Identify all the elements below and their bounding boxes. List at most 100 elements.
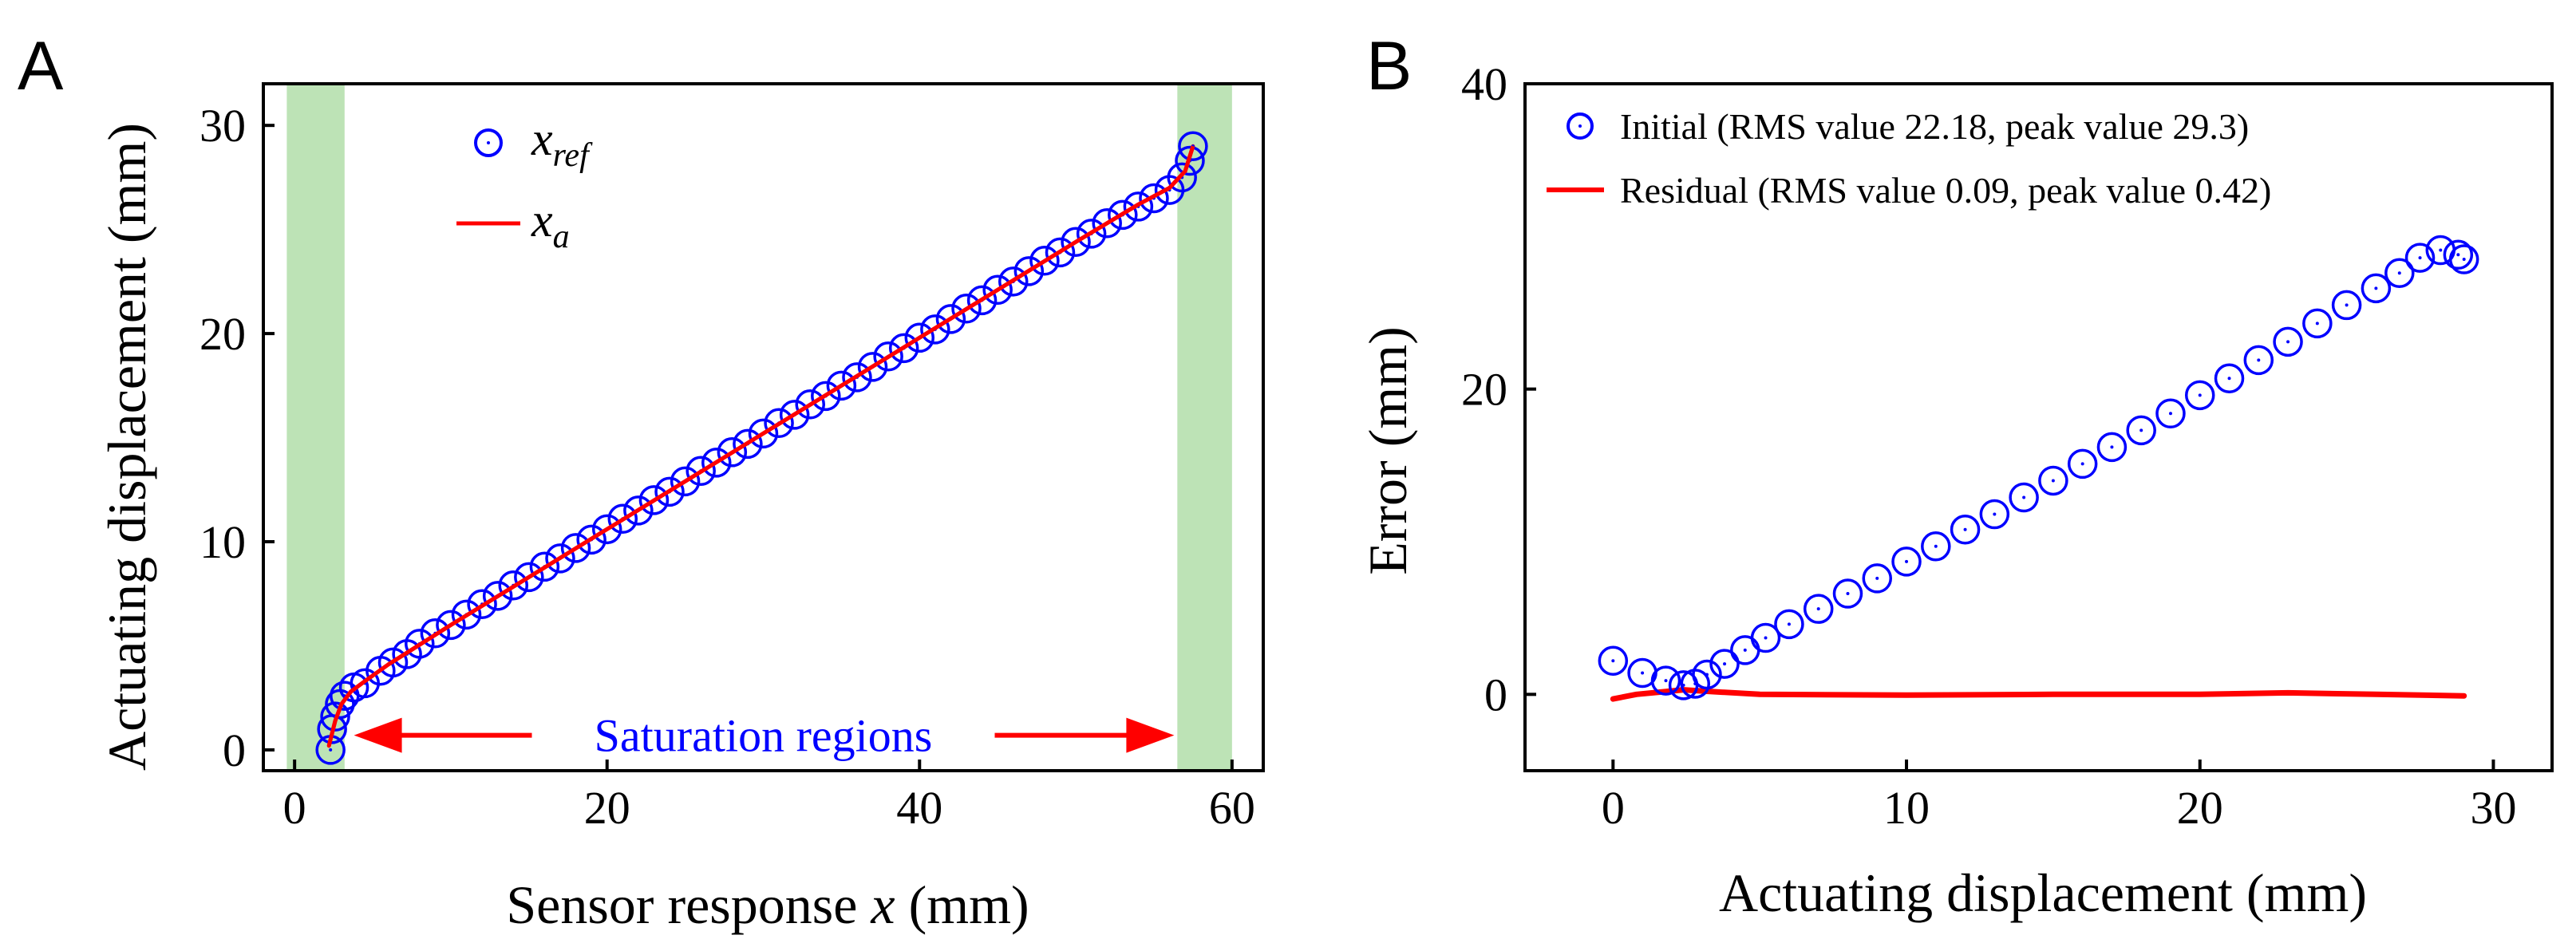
data-point-center	[1705, 673, 1709, 677]
data-point-center	[2345, 303, 2349, 307]
x-tick-label: 20	[2177, 782, 2223, 834]
data-point	[1123, 191, 1154, 222]
data-point	[498, 570, 528, 601]
data-point-center	[2227, 377, 2231, 381]
data-point	[1921, 531, 1951, 562]
saturation-region	[1177, 85, 1232, 769]
data-point	[2155, 398, 2186, 429]
data-point-center	[329, 748, 333, 752]
data-point	[2384, 258, 2415, 289]
data-point	[2302, 308, 2333, 339]
data-point-center	[1664, 679, 1668, 683]
data-point-center	[2110, 445, 2114, 449]
data-point	[320, 701, 350, 732]
data-point-center	[2456, 253, 2460, 257]
data-point	[2448, 244, 2479, 274]
data-point	[701, 448, 732, 478]
data-point-center	[1816, 607, 1820, 611]
saturation-annotation: Saturation regions	[354, 710, 1175, 762]
panel-b-legend: Initial (RMS value 22.18, peak value 29.…	[1547, 106, 2271, 211]
data-point	[998, 266, 1029, 297]
y-tick-label: 0	[223, 724, 246, 776]
data-point	[857, 352, 888, 382]
data-point	[733, 428, 763, 460]
data-point	[576, 524, 606, 555]
data-point	[1832, 578, 1863, 609]
data-point	[482, 581, 513, 611]
data-point-center	[2022, 495, 2026, 499]
data-point-center	[2397, 271, 2401, 275]
data-point	[1061, 227, 1091, 258]
data-point	[1598, 645, 1629, 676]
data-point	[2361, 273, 2392, 304]
data-point	[1175, 145, 1205, 176]
data-point-center	[1787, 622, 1791, 626]
panel-a-legend: xref xa	[456, 112, 593, 255]
legend-xa-label: xa	[531, 194, 570, 255]
data-point	[405, 629, 435, 659]
legend-xref-marker	[474, 128, 503, 157]
data-point-center	[1611, 659, 1615, 663]
y-tick-label: 20	[1461, 364, 1507, 416]
data-point	[1092, 208, 1122, 239]
panel-b-letter: B	[1366, 28, 1412, 105]
data-point	[1139, 183, 1169, 214]
legend-xref-main: x	[531, 112, 553, 165]
data-point	[2067, 448, 2098, 479]
data-point	[1013, 256, 1045, 286]
data-point	[748, 418, 779, 449]
legend-residual-label: Residual (RMS value 0.09, peak value 0.4…	[1620, 170, 2271, 211]
data-point	[451, 599, 482, 630]
panel-a-letter: A	[18, 28, 64, 105]
data-point	[1167, 162, 1197, 193]
data-point-center	[2080, 462, 2084, 466]
y-tick-label: 40	[1461, 58, 1507, 110]
x-tick-label: 40	[896, 782, 942, 834]
data-point	[2096, 432, 2128, 463]
data-point	[951, 294, 982, 324]
y-tick-label: 0	[1484, 669, 1507, 720]
data-point	[1650, 665, 1681, 696]
data-point-center	[2139, 428, 2143, 432]
data-point	[2126, 415, 2156, 446]
x-tick-label: 0	[283, 782, 306, 834]
data-point	[2184, 380, 2215, 411]
data-point	[623, 495, 654, 526]
data-point	[436, 610, 466, 641]
arrow-left-head	[354, 717, 402, 753]
data-point	[2273, 326, 2303, 357]
data-point	[1950, 514, 1981, 545]
panel-a-plot-frame	[262, 82, 1265, 772]
data-point-center	[2257, 358, 2261, 362]
data-point	[1979, 499, 2010, 530]
data-point	[654, 476, 685, 507]
legend-xref-marker-dot	[487, 141, 490, 144]
arrow-right-head	[1126, 717, 1175, 753]
panel-b-ticks: 0 10 20 30 0 20 40	[1461, 58, 2516, 834]
data-point-center	[1846, 592, 1850, 596]
data-point-center	[1934, 544, 1938, 548]
data-point	[1045, 237, 1076, 268]
data-point	[873, 341, 903, 372]
saturation-region	[286, 85, 345, 769]
x-tick-label: 60	[1209, 782, 1255, 834]
data-point	[1709, 649, 1740, 679]
data-point	[1891, 547, 1922, 577]
data-point	[842, 362, 872, 393]
data-point	[2214, 363, 2245, 394]
panel-b-plot-frame	[1523, 82, 2554, 772]
data-point	[966, 285, 998, 316]
data-point	[591, 514, 622, 545]
panel-b-y-axis-label: Error (mm)	[1357, 326, 1418, 575]
data-point-center	[2418, 256, 2422, 260]
legend-xa-main: x	[531, 194, 553, 247]
saturation-label: Saturation regions	[595, 710, 933, 762]
data-point	[607, 503, 638, 535]
data-point	[811, 381, 841, 412]
data-point	[467, 589, 497, 620]
data-point	[717, 437, 748, 468]
data-point	[1750, 622, 1781, 653]
panel-a-ticks: 0 20 40 60 0 10 20 30	[200, 100, 1255, 834]
series-line	[1610, 687, 2467, 702]
